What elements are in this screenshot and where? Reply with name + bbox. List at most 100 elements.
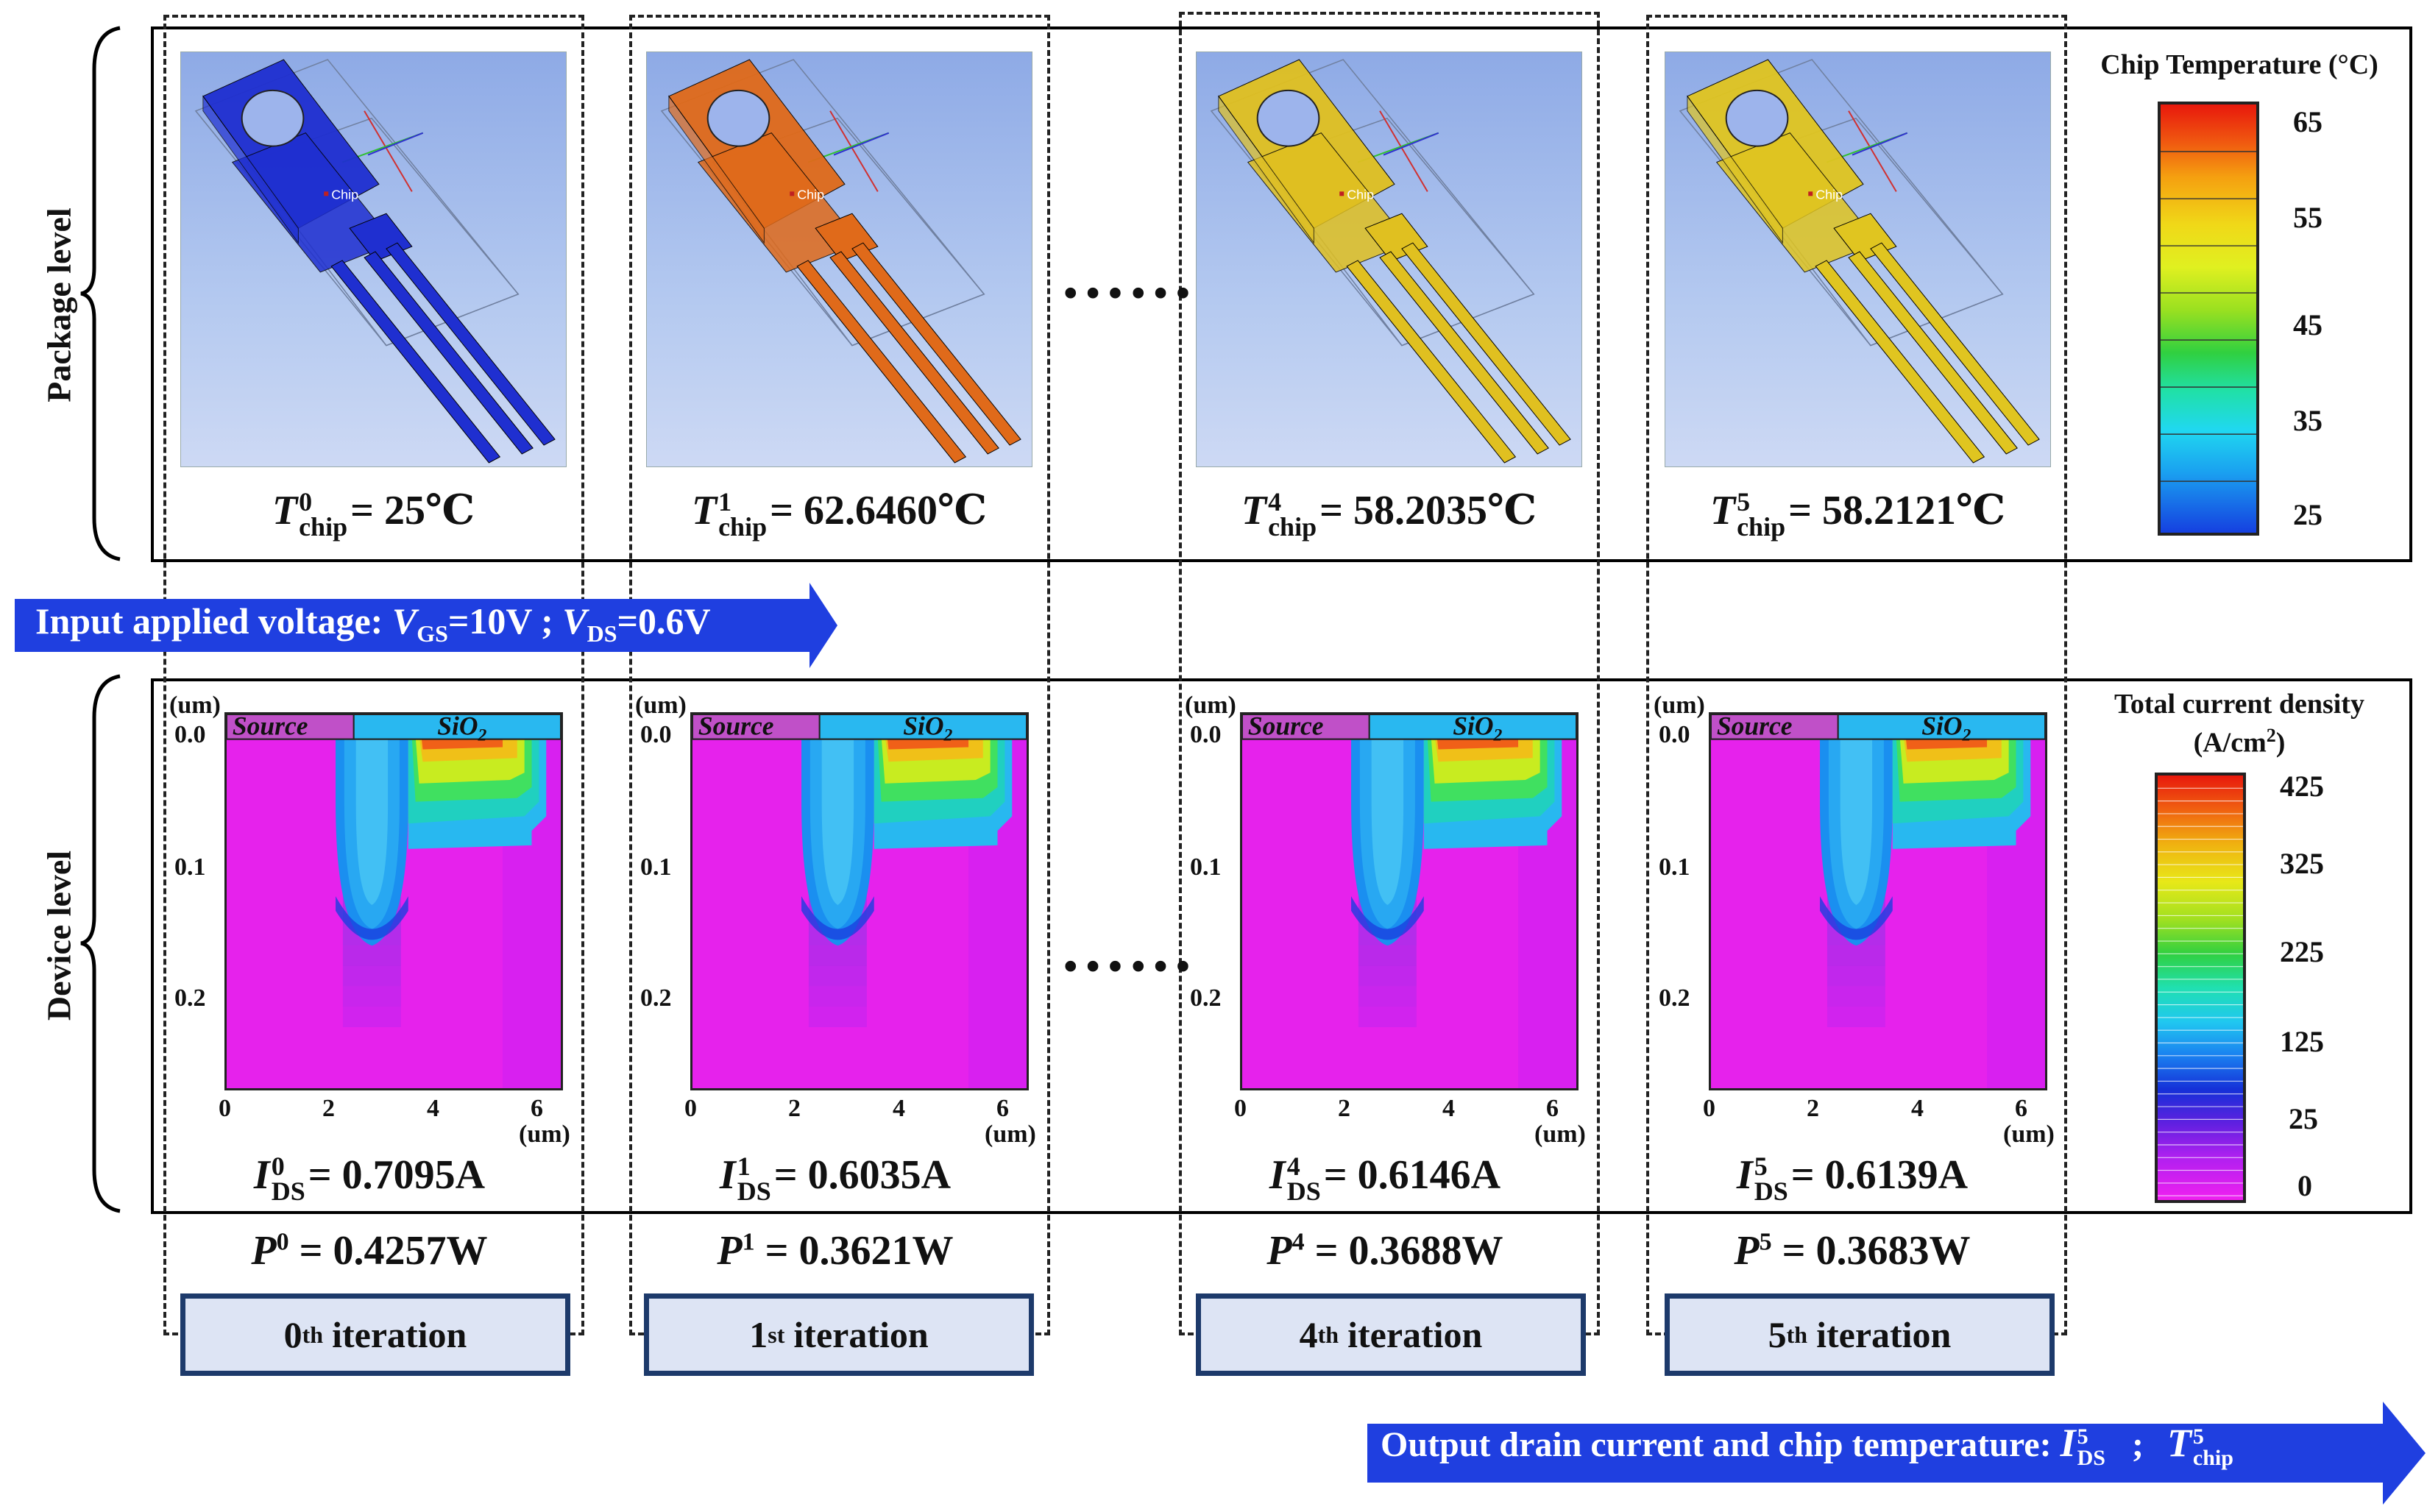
y-tick-3-0: 0.0: [1659, 721, 1690, 748]
y-tick-2-1: 0.1: [1190, 853, 1222, 881]
y-tick-0-2: 0.2: [174, 984, 206, 1012]
p-symbol-1: P: [717, 1228, 743, 1274]
t-sub-1: chip: [718, 512, 768, 542]
input-v-gs: V: [391, 600, 417, 642]
current-tick-2: 225: [2280, 935, 2324, 968]
device-level-label: Device level: [40, 850, 78, 1021]
p-symbol-3: P: [1734, 1228, 1760, 1274]
i-symbol-1: I: [719, 1152, 736, 1198]
x-tick-3-3: 6: [2015, 1095, 2027, 1122]
input-voltage-arrow: [15, 583, 837, 668]
current-unit-end: ): [2275, 727, 2286, 759]
package-render-3: Chip: [1679, 59, 2040, 464]
y-tick-0-0: 0.0: [174, 721, 206, 748]
chip-label-0: Chip: [331, 187, 358, 202]
power-label-0: P0 = 0.4257W: [163, 1227, 575, 1274]
p-sup-1: 1: [742, 1228, 755, 1256]
x-unit-3: (um): [2003, 1121, 2055, 1148]
i-sub-2: DS: [1286, 1176, 1321, 1207]
p-sup-2: 4: [1292, 1228, 1305, 1256]
t-value-2: = 58.2035℃: [1319, 488, 1537, 533]
drain-current-label-1: I 1 DS = 0.6035A: [629, 1151, 1041, 1204]
iter-word-0: iteration: [332, 1314, 467, 1355]
i-sup-2: 4: [1286, 1151, 1300, 1181]
x-unit-1: (um): [985, 1121, 1036, 1148]
i-sup-3: 5: [1754, 1151, 1768, 1181]
chip-label-1: Chip: [797, 187, 824, 202]
iter-sup-3: th: [1786, 1321, 1808, 1348]
iter-num-0: 0: [283, 1314, 302, 1355]
t-symbol-2: T: [1241, 488, 1267, 533]
i-sub-1: DS: [737, 1176, 771, 1207]
input-ds: DS: [587, 620, 617, 647]
iter-word-1: iteration: [793, 1314, 929, 1355]
x-unit-2: (um): [1534, 1121, 1586, 1148]
p-value-1: = 0.3621W: [765, 1228, 954, 1274]
temp-tick-1: 55: [2293, 201, 2323, 234]
i-symbol-2: I: [1269, 1152, 1286, 1198]
t-value-1: = 62.6460℃: [770, 488, 988, 533]
t-symbol-1: T: [691, 488, 718, 533]
current-unit: (A/cm: [2193, 727, 2267, 759]
package-ellipsis: ……: [1060, 239, 1195, 312]
y-tick-0-1: 0.1: [174, 853, 206, 881]
output-t-sub: chip: [2192, 1445, 2233, 1470]
power-label-3: P5 = 0.3683W: [1646, 1227, 2058, 1274]
y-tick-1-2: 0.2: [640, 984, 672, 1012]
y-tick-2-0: 0.0: [1190, 721, 1222, 748]
power-label-2: P4 = 0.3688W: [1179, 1227, 1591, 1274]
t-symbol-3: T: [1709, 488, 1736, 533]
drain-current-label-0: I 0 DS = 0.7095A: [163, 1151, 575, 1204]
input-prefix: Input applied voltage:: [35, 600, 392, 642]
chip-label-3: Chip: [1815, 187, 1843, 202]
device-ellipsis: ……: [1060, 912, 1195, 985]
temp-tick-0: 65: [2293, 105, 2323, 138]
i-sub-0: DS: [271, 1176, 305, 1207]
chip-temp-label-2: T 4 chip = 58.2035℃: [1196, 486, 1582, 540]
package-render-2: Chip: [1210, 59, 1571, 464]
input-gs: GS: [417, 620, 448, 647]
x-tick-0-2: 4: [427, 1095, 439, 1122]
current-tick-0: 425: [2280, 770, 2324, 803]
t-sub-3: chip: [1737, 512, 1786, 542]
iter-num-3: 5: [1768, 1314, 1787, 1355]
p-sup-3: 5: [1759, 1228, 1772, 1256]
iter-num-2: 4: [1299, 1314, 1318, 1355]
p-symbol-2: P: [1266, 1228, 1292, 1274]
chip-label-2: Chip: [1347, 187, 1374, 202]
current-colorbar-title-2: (A/cm2): [2074, 725, 2405, 759]
package-level-frame: [151, 26, 2412, 562]
drain-current-label-2: I 4 DS = 0.6146A: [1179, 1151, 1591, 1204]
p-value-0: = 0.4257W: [299, 1228, 488, 1274]
current-tick-4: 25: [2289, 1102, 2318, 1135]
current-tick-3: 125: [2280, 1025, 2324, 1058]
x-tick-1-3: 6: [996, 1095, 1009, 1122]
package-brace: [80, 26, 121, 561]
device-brace: [80, 674, 121, 1213]
y-tick-2-2: 0.2: [1190, 984, 1222, 1012]
package-model-2: Chip: [1196, 52, 1582, 467]
source-label-1: Source: [698, 714, 774, 741]
output-prefix: Output drain current and chip temperatur…: [1381, 1425, 2061, 1464]
chip-temp-label-3: T 5 chip = 58.2121℃: [1665, 486, 2051, 542]
output-i-sub: DS: [2077, 1445, 2105, 1470]
x-tick-0-3: 6: [531, 1095, 543, 1122]
i-sup-0: 0: [271, 1151, 285, 1181]
temp-tick-4: 25: [2293, 498, 2323, 531]
x-tick-2-1: 2: [1338, 1095, 1350, 1122]
t-sup-2: 4: [1268, 486, 1282, 517]
y-tick-3-1: 0.1: [1659, 853, 1690, 881]
input-gs-value: =10V ;: [447, 600, 563, 642]
current-colorbar: [2155, 773, 2246, 1203]
package-level-label: Package level: [40, 207, 78, 402]
t-sup-0: 0: [299, 486, 313, 517]
current-tick-5: 0: [2297, 1169, 2312, 1202]
x-tick-3-0: 0: [1703, 1095, 1715, 1122]
input-voltage-text: Input applied voltage: VGS=10V ; VDS=0.6…: [35, 600, 711, 647]
p-symbol-0: P: [251, 1228, 277, 1274]
x-tick-2-2: 4: [1442, 1095, 1455, 1122]
output-i-sup: 5: [2077, 1424, 2088, 1449]
source-label-0: Source: [233, 714, 308, 741]
